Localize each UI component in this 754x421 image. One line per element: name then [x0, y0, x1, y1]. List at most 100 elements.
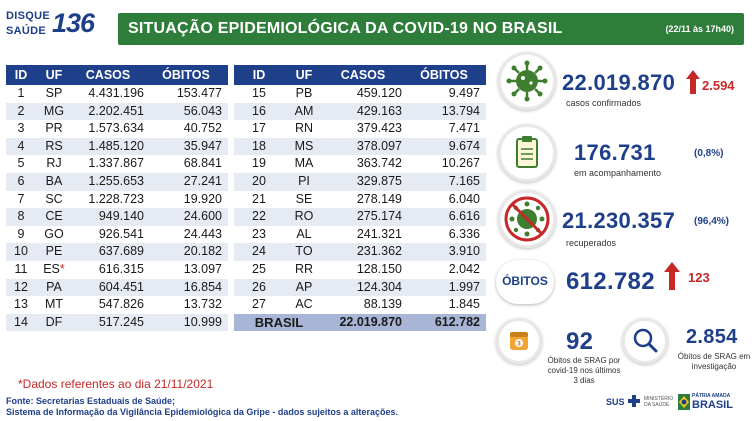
cell-obitos: 10.267 — [441, 156, 480, 171]
cell-obitos: 6.336 — [448, 226, 480, 241]
srag-obitos-label: Óbitos de SRAG por covid-19 nos últimos … — [536, 356, 632, 386]
cell-uf: SP — [36, 85, 72, 103]
cell-obitos: 1.997 — [408, 278, 486, 297]
cell-obitos: 153.477 — [176, 86, 222, 100]
cell-obitos: 68.841 — [183, 156, 222, 171]
cell-casos: 379.423 — [356, 121, 402, 136]
cell-uf: RO — [284, 208, 324, 226]
cell-obitos: 2.042 — [448, 261, 480, 276]
header-id: ID — [234, 65, 284, 85]
cell-casos: 124.304 — [324, 278, 408, 297]
table-row: 25 RR 128.150 2.042 — [234, 261, 486, 279]
cell-uf: PB — [284, 85, 324, 103]
recuperados-value: 21.230.357 — [562, 208, 676, 233]
cell-casos: 363.742 — [356, 156, 402, 171]
cell-id: 20 — [234, 172, 284, 191]
magnifier-icon — [622, 318, 668, 364]
obitos-value: 612.782 — [566, 268, 655, 295]
cell-uf: AL — [284, 226, 324, 244]
cell-casos: 88.139 — [363, 297, 402, 312]
uf-label: PA — [46, 279, 62, 294]
cell-casos: 2.202.451 — [72, 102, 150, 121]
uf-label: SP — [45, 86, 63, 100]
table-row: 2 MG 2.202.451 56.043 — [6, 102, 228, 121]
ministerio-logo: MINISTÉRIO DA SAÚDE — [644, 396, 674, 408]
cell-obitos: 13.732 — [183, 297, 222, 312]
cell-id: 3 — [17, 121, 25, 136]
cell-id: 18 — [234, 137, 284, 156]
header-obitos: ÓBITOS — [150, 65, 228, 85]
table-header-row: ID UF CASOS ÓBITOS — [234, 65, 486, 85]
cell-obitos: 7.165 — [408, 172, 486, 191]
calendar-icon: 3 — [496, 318, 542, 364]
virus-icon — [498, 52, 556, 110]
cell-id: 8 — [6, 208, 36, 226]
cell-id: 5 — [17, 156, 25, 171]
cell-uf: SC — [36, 191, 72, 209]
cell-uf: BA — [36, 172, 72, 191]
cell-casos: 1.228.723 — [88, 191, 144, 206]
table-row: 17 RN 379.423 7.471 — [234, 120, 486, 138]
update-timestamp: (22/11 às 17h40) — [665, 24, 734, 34]
cell-casos: 949.140 — [72, 208, 150, 226]
uf-label: PB — [295, 86, 313, 100]
cell-casos: 1.337.867 — [88, 156, 144, 171]
table-row: 5 RJ 1.337.867 68.841 — [6, 155, 228, 173]
uf-label: BA — [45, 173, 63, 188]
cell-id: 26 — [234, 278, 284, 297]
cell-casos: 275.174 — [324, 208, 408, 226]
header-uf: UF — [284, 65, 324, 85]
cell-obitos: 40.752 — [183, 121, 222, 136]
uf-label: DF — [45, 314, 63, 329]
cell-obitos: 10.999 — [150, 313, 228, 332]
cell-id: 27 — [252, 297, 266, 312]
cell-id: 10 — [6, 243, 36, 261]
table-row: 15 PB 459.120 9.497 — [234, 85, 486, 103]
cell-id: 9 — [17, 226, 25, 241]
table-row: 22 RO 275.174 6.616 — [234, 208, 486, 226]
uf-label: RR — [294, 261, 314, 276]
table-row: 9 GO 926.541 24.443 — [6, 226, 228, 244]
cell-id: 12 — [6, 278, 36, 297]
obitos-badge: ÓBITOS — [496, 260, 554, 304]
cell-id: 16 — [234, 102, 284, 121]
header-casos: CASOS — [72, 65, 150, 85]
cell-uf: SE — [284, 191, 324, 209]
cell-casos: 231.362 — [324, 243, 408, 261]
cell-id: 15 — [252, 86, 266, 100]
cell-casos: 1.573.634 — [88, 121, 144, 136]
cell-casos: 604.451 — [72, 278, 150, 297]
cell-obitos: 27.241 — [150, 172, 228, 191]
cell-obitos: 7.471 — [448, 121, 480, 136]
cell-casos: 616.315 — [98, 261, 144, 276]
total-label: BRASIL — [234, 313, 324, 332]
table-row: 3 PR 1.573.634 40.752 — [6, 120, 228, 138]
svg-text:3: 3 — [517, 341, 521, 348]
cell-uf: MS — [284, 137, 324, 156]
cell-obitos: 20.182 — [150, 243, 228, 261]
brasil-logo: PÁTRIA AMADA BRASIL — [678, 392, 740, 412]
uf-label: RS — [45, 138, 63, 153]
header-obitos: ÓBITOS — [408, 65, 486, 85]
page-title: SITUAÇÃO EPIDEMIOLÓGICA DA COVID-19 NO B… — [128, 20, 563, 37]
table-row: 20 PI 329.875 7.165 — [234, 172, 486, 191]
header-id: ID — [6, 65, 36, 85]
cell-id: 4 — [6, 137, 36, 156]
uf-label: TO — [295, 244, 313, 259]
cell-casos: 547.826 — [98, 297, 144, 312]
cell-casos: 926.541 — [98, 226, 144, 241]
recuperados-pct: (96,4%) — [694, 216, 730, 227]
cell-uf: AC — [284, 296, 324, 314]
cell-obitos: 6.616 — [408, 208, 486, 226]
up-arrow-icon — [664, 262, 680, 290]
cell-id: 2 — [6, 102, 36, 121]
table-row: 11 ES* 616.315 13.097 — [6, 261, 228, 279]
patria-amada-text: PÁTRIA AMADA — [692, 393, 731, 399]
uf-label: ES — [43, 261, 60, 276]
recuperados-label: recuperados — [566, 238, 617, 248]
cell-uf: CE — [36, 208, 72, 226]
sus-logo: SUS — [606, 397, 625, 407]
table-row: 10 PE 637.689 20.182 — [6, 243, 228, 261]
cell-casos: 1.255.653 — [72, 172, 150, 191]
cell-id: 23 — [252, 226, 266, 241]
